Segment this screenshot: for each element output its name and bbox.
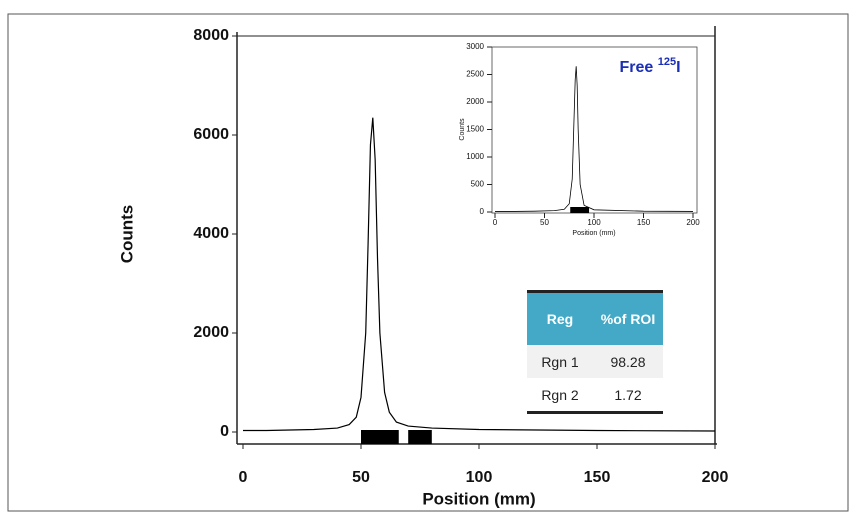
title-suffix: I [676, 59, 680, 76]
x-tick-label: 150 [637, 218, 651, 227]
y-tick-label: 8000 [193, 27, 229, 44]
y-tick-label: 3000 [466, 42, 484, 51]
y-tick-label: 0 [220, 423, 229, 440]
region-bar [570, 207, 590, 213]
region-bar [408, 430, 432, 444]
frame [7, 13, 849, 512]
x-tick-label: 50 [352, 469, 370, 486]
table-header: Reg %of ROI [527, 290, 663, 345]
header-cell: %of ROI [593, 290, 663, 345]
y-tick-label: 1500 [466, 125, 484, 134]
y-tick-label: 2000 [193, 324, 229, 341]
x-tick-label: 100 [466, 469, 493, 486]
data-line [243, 117, 716, 432]
title-superscript: 125 [658, 56, 676, 68]
header-cell: Reg [527, 290, 593, 345]
cell: 1.72 [593, 378, 663, 414]
x-tick-label: 50 [540, 218, 549, 227]
y-tick-label: 2000 [466, 97, 484, 106]
table-row: Rgn 1 98.28 [527, 345, 663, 378]
x-axis-label: Position (mm) [572, 230, 615, 237]
cell: Rgn 1 [527, 345, 593, 378]
cell: Rgn 2 [527, 378, 593, 414]
x-tick-label: 100 [587, 218, 601, 227]
data-line [495, 66, 694, 212]
x-tick-label: 200 [702, 469, 729, 486]
y-axis-label: Counts [117, 205, 136, 264]
y-tick-label: 0 [480, 207, 485, 216]
inset-frame [491, 46, 698, 214]
cell: 98.28 [593, 345, 663, 378]
inset-title: Free 125I [619, 56, 680, 76]
y-tick-label: 500 [471, 180, 485, 189]
x-tick-label: 0 [239, 469, 248, 486]
y-tick-label: 2500 [466, 70, 484, 79]
y-tick-label: 4000 [193, 225, 229, 242]
y-tick-label: 1000 [466, 152, 484, 161]
y-axis-label: Counts [459, 118, 466, 141]
title-text: Free [619, 59, 657, 76]
x-tick-label: 150 [584, 469, 611, 486]
x-axis-label: Position (mm) [422, 489, 535, 508]
x-tick-label: 200 [686, 218, 700, 227]
region-bar [361, 430, 399, 444]
roi-table: Reg %of ROI Rgn 1 98.28 Rgn 2 1.72 [527, 290, 663, 414]
table-row: Rgn 2 1.72 [527, 378, 663, 414]
x-tick-label: 0 [493, 218, 498, 227]
y-tick-label: 6000 [193, 126, 229, 143]
